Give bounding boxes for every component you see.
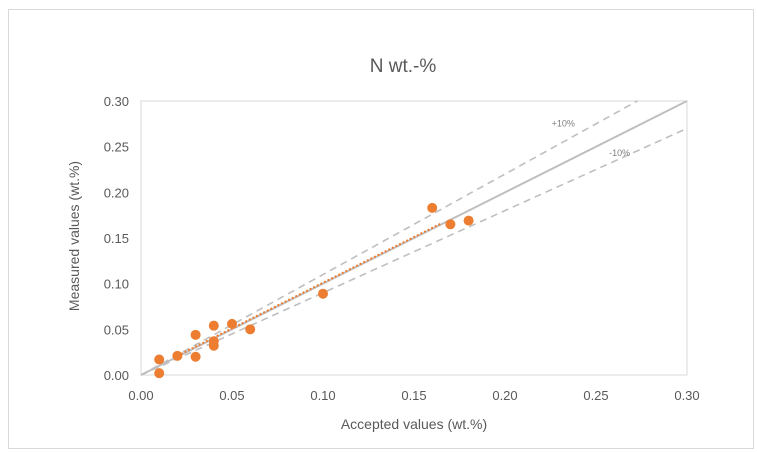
y-tick-label: 0.05 (104, 322, 129, 337)
data-point (227, 318, 237, 329)
y-tick-labels: 0.00 0.05 0.10 0.15 0.20 0.25 0.30 (104, 94, 129, 383)
tolerance-label: +10% (552, 119, 575, 129)
data-point (190, 351, 201, 362)
x-tick-label: 0.10 (310, 388, 335, 403)
x-tick-label: 0.05 (219, 388, 244, 403)
y-tick-label: 0.00 (104, 368, 129, 383)
x-tick-label: 0.15 (401, 388, 426, 403)
x-axis-title: Accepted values (wt.%) (341, 416, 487, 432)
data-point (427, 202, 438, 213)
x-tick-label: 0.00 (128, 388, 153, 403)
data-point (172, 350, 183, 361)
trendline (176, 222, 442, 357)
y-tick-label: 0.15 (104, 231, 129, 246)
y-tick-label: 0.20 (104, 185, 129, 200)
data-point (154, 354, 165, 365)
x-tick-label: 0.30 (674, 388, 699, 403)
chart-title: N wt.-% (370, 56, 437, 77)
y-tick-label: 0.25 (104, 140, 129, 155)
scatter-chart: N wt.-% +10% -10% 0.00 0.05 0.10 0.15 0.20 0.2… (66, 56, 700, 432)
x-tick-label: 0.25 (583, 388, 608, 403)
data-point (245, 324, 256, 335)
data-point (463, 215, 474, 226)
tolerance-label: -10% (609, 148, 630, 158)
plot-area-border (140, 100, 688, 376)
data-point (154, 368, 165, 379)
data-point (445, 219, 456, 230)
tolerance-line (140, 100, 638, 376)
y-tick-label: 0.30 (104, 94, 129, 109)
data-point (208, 320, 219, 331)
y-axis-title: Measured values (wt.%) (66, 161, 82, 311)
data-point (208, 340, 219, 351)
trendline-group (176, 222, 442, 357)
tolerance-line (140, 127, 688, 376)
x-tick-labels: 0.00 0.05 0.10 0.15 0.20 0.25 0.30 (128, 388, 699, 403)
chart-frame: N wt.-% +10% -10% 0.00 0.05 0.10 0.15 0.20 0.2… (8, 9, 754, 449)
x-tick-label: 0.20 (492, 388, 517, 403)
data-points (154, 202, 474, 379)
axes (140, 100, 688, 376)
data-point (190, 329, 201, 340)
y-tick-label: 0.10 (104, 277, 129, 292)
data-point (318, 288, 328, 299)
